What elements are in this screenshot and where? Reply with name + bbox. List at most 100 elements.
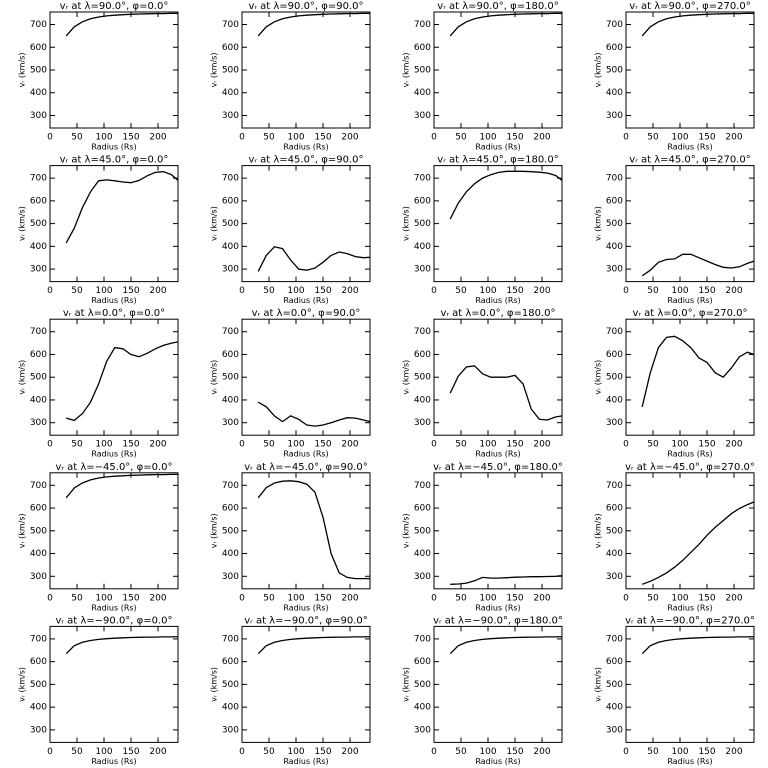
panel-title: vᵣ at λ=90.0°, φ=90.0° bbox=[248, 1, 363, 12]
line bbox=[449, 170, 563, 220]
x-axis-label: Radius (Rs) bbox=[475, 450, 520, 459]
line bbox=[449, 12, 562, 37]
y-tick-label: 500 bbox=[30, 680, 47, 690]
x-tick-label: 200 bbox=[533, 286, 550, 296]
x-tick-label: 50 bbox=[71, 440, 83, 450]
x-axis-label: Radius (Rs) bbox=[475, 143, 520, 152]
y-tick-label: 500 bbox=[30, 373, 47, 383]
y-tick-label: 300 bbox=[30, 572, 47, 582]
y-tick-label: 400 bbox=[606, 242, 623, 252]
x-tick-label: 50 bbox=[71, 593, 83, 603]
y-axis-label: vᵣ (km/s) bbox=[210, 513, 219, 548]
y-tick-label: 500 bbox=[606, 219, 623, 229]
y-tick-label: 600 bbox=[222, 350, 239, 360]
panel-title: vᵣ at λ=−90.0°, φ=180.0° bbox=[433, 615, 563, 626]
plot-frame bbox=[625, 625, 755, 743]
line bbox=[257, 246, 371, 272]
x-tick-label: 200 bbox=[149, 133, 166, 143]
y-axis-label: vᵣ (km/s) bbox=[402, 206, 411, 241]
y-tick-label: 300 bbox=[606, 418, 623, 428]
panel-title: vᵣ at λ=−90.0°, φ=270.0° bbox=[625, 615, 755, 626]
y-tick-label: 600 bbox=[30, 504, 47, 514]
x-tick-label: 100 bbox=[671, 286, 688, 296]
x-tick-label: 0 bbox=[239, 593, 245, 603]
x-tick-label: 200 bbox=[533, 440, 550, 450]
x-tick-label: 50 bbox=[647, 133, 659, 143]
y-axis-label: vᵣ (km/s) bbox=[402, 360, 411, 395]
line bbox=[66, 341, 179, 422]
panel: vᵣ at λ=−45.0°, φ=270.0° Radius (Rs) vᵣ (k… bbox=[594, 462, 755, 613]
plot-frame bbox=[625, 472, 755, 590]
y-tick-label: 400 bbox=[414, 395, 431, 405]
plot-frame bbox=[241, 625, 371, 743]
y-tick-label: 600 bbox=[414, 504, 431, 514]
x-tick-label: 100 bbox=[671, 747, 688, 757]
x-tick-label: 0 bbox=[47, 747, 53, 757]
y-tick-label: 400 bbox=[222, 395, 239, 405]
panel-title: vᵣ at λ=45.0°, φ=0.0° bbox=[60, 155, 169, 166]
line bbox=[641, 335, 755, 407]
y-tick-label: 500 bbox=[222, 373, 239, 383]
panel-title: vᵣ at λ=−90.0°, φ=0.0° bbox=[55, 615, 172, 626]
panel-title: vᵣ at λ=−45.0°, φ=270.0° bbox=[625, 462, 755, 473]
panel: vᵣ at λ=0.0°, φ=90.0° Radius (Rs) vᵣ (km/s… bbox=[210, 308, 371, 459]
panel-title: vᵣ at λ=90.0°, φ=180.0° bbox=[437, 1, 558, 12]
panel: vᵣ at λ=90.0°, φ=90.0° Radius (Rs) vᵣ (km/… bbox=[210, 1, 371, 152]
y-tick-label: 500 bbox=[606, 66, 623, 76]
x-tick-label: 0 bbox=[623, 440, 629, 450]
x-axis-label: Radius (Rs) bbox=[91, 143, 136, 152]
plot-frame bbox=[433, 165, 563, 283]
y-tick-label: 600 bbox=[606, 43, 623, 53]
x-tick-label: 100 bbox=[95, 593, 112, 603]
x-tick-label: 150 bbox=[506, 747, 523, 757]
x-tick-label: 150 bbox=[314, 593, 331, 603]
plot-frame bbox=[433, 472, 563, 590]
x-tick-label: 0 bbox=[431, 440, 437, 450]
x-axis-label: Radius (Rs) bbox=[475, 603, 520, 612]
x-tick-label: 50 bbox=[455, 133, 467, 143]
x-axis-label: Radius (Rs) bbox=[91, 450, 136, 459]
plot-frame bbox=[49, 11, 179, 129]
plot-frame bbox=[625, 165, 755, 283]
panel-title: vᵣ at λ=−45.0°, φ=180.0° bbox=[433, 462, 563, 473]
x-tick-label: 50 bbox=[263, 593, 275, 603]
x-tick-label: 0 bbox=[431, 593, 437, 603]
x-tick-label: 200 bbox=[341, 593, 358, 603]
line bbox=[257, 12, 370, 37]
line bbox=[450, 574, 563, 585]
x-tick-label: 0 bbox=[431, 286, 437, 296]
x-tick-label: 150 bbox=[314, 286, 331, 296]
y-tick-label: 700 bbox=[414, 634, 431, 644]
y-axis-label: vᵣ (km/s) bbox=[594, 667, 603, 702]
x-tick-label: 50 bbox=[647, 593, 659, 603]
line bbox=[641, 635, 755, 655]
x-tick-label: 50 bbox=[455, 440, 467, 450]
x-tick-label: 50 bbox=[71, 747, 83, 757]
panel: vᵣ at λ=−45.0°, φ=0.0° Radius (Rs) vᵣ (km/… bbox=[18, 462, 179, 612]
y-axis-label: vᵣ (km/s) bbox=[594, 513, 603, 548]
line bbox=[641, 253, 755, 277]
y-axis-label: vᵣ (km/s) bbox=[18, 667, 27, 702]
x-axis-label: Radius (Rs) bbox=[667, 603, 712, 612]
x-tick-label: 150 bbox=[314, 133, 331, 143]
x-tick-label: 100 bbox=[95, 133, 112, 143]
y-tick-label: 300 bbox=[606, 725, 623, 735]
x-tick-label: 200 bbox=[533, 747, 550, 757]
y-tick-label: 500 bbox=[222, 526, 239, 536]
x-axis-label: Radius (Rs) bbox=[667, 757, 712, 766]
y-tick-label: 500 bbox=[222, 219, 239, 229]
y-axis-label: vᵣ (km/s) bbox=[594, 360, 603, 395]
y-tick-label: 600 bbox=[606, 504, 623, 514]
plot-frame bbox=[241, 472, 371, 590]
y-tick-label: 400 bbox=[30, 549, 47, 559]
panel: vᵣ at λ=0.0°, φ=0.0° Radius (Rs) vᵣ (km/s)… bbox=[18, 308, 179, 459]
x-tick-label: 50 bbox=[455, 593, 467, 603]
x-tick-label: 200 bbox=[725, 593, 742, 603]
panel: vᵣ at λ=45.0°, φ=180.0° Radius (Rs) vᵣ (km… bbox=[402, 155, 563, 305]
panel: vᵣ at λ=−90.0°, φ=180.0° Radius (Rs) vᵣ (k… bbox=[402, 615, 563, 766]
y-tick-label: 300 bbox=[30, 725, 47, 735]
y-tick-label: 600 bbox=[222, 657, 239, 667]
y-tick-label: 400 bbox=[30, 703, 47, 713]
x-tick-label: 0 bbox=[623, 133, 629, 143]
x-tick-label: 100 bbox=[671, 593, 688, 603]
